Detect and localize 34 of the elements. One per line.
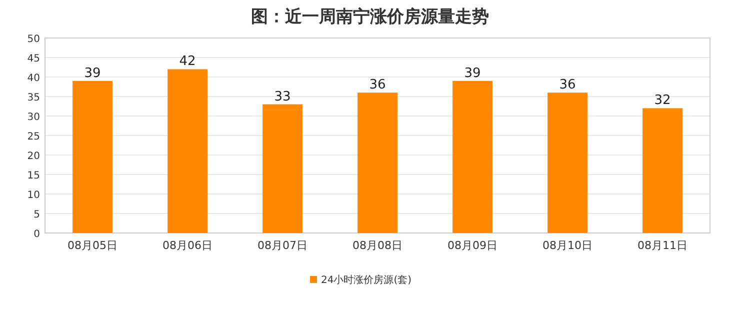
bar (642, 108, 682, 233)
bar (72, 80, 112, 233)
x-tick-label: 08月08日 (352, 239, 402, 252)
data-label: 36 (559, 78, 576, 93)
data-label: 32 (654, 93, 671, 108)
bar (358, 92, 398, 233)
x-tick-label: 08月07日 (258, 239, 308, 252)
y-tick-label: 10 (27, 190, 40, 201)
chart-title: 图：近一周南宁涨价房源量走势 (251, 7, 489, 27)
y-tick-label: 30 (27, 112, 40, 123)
y-tick-label: 45 (27, 54, 40, 64)
data-label: 42 (179, 54, 196, 70)
bar (168, 69, 208, 233)
bar (452, 80, 492, 233)
y-tick-label: 40 (27, 73, 40, 84)
x-tick-label: 08月06日 (162, 239, 212, 252)
y-tick-label: 15 (27, 170, 40, 182)
y-tick-label: 25 (27, 132, 40, 142)
y-tick-label: 35 (27, 92, 40, 104)
data-label: 36 (369, 78, 386, 93)
y-tick-label: 5 (34, 210, 40, 220)
x-tick-label: 08月10日 (542, 239, 592, 252)
y-tick-label: 20 (27, 151, 40, 162)
x-tick-label: 08月05日 (68, 239, 118, 252)
x-tick-label: 08月09日 (448, 239, 498, 252)
x-tick-label: 08月11日 (638, 239, 688, 252)
data-label: 39 (464, 66, 481, 81)
bar (262, 104, 302, 233)
y-tick-label: 50 (27, 34, 40, 45)
legend-label: 24小时涨价房源(套) (321, 274, 412, 286)
y-tick-label: 0 (34, 229, 40, 240)
data-label: 33 (274, 89, 291, 104)
data-label: 39 (84, 66, 101, 81)
bar (548, 92, 588, 233)
